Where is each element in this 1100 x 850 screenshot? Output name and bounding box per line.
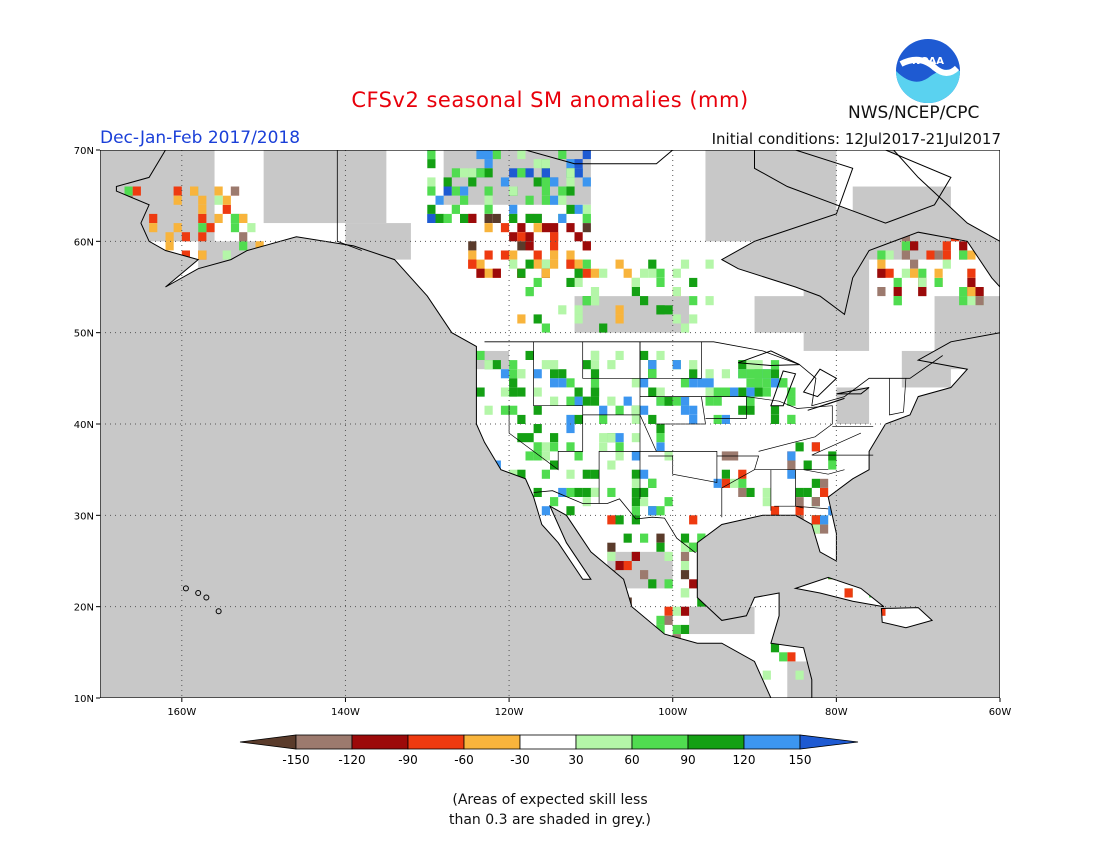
colorbar-tick-label: 90 — [680, 753, 695, 767]
colorbar-tick-label: -60 — [454, 753, 474, 767]
lat-tick-label: 60N — [74, 237, 94, 248]
lon-tick-label: 60W — [989, 707, 1012, 718]
colorbar-arrow-low — [239, 734, 297, 750]
lat-tick-label: 20N — [74, 603, 94, 614]
colorbar-tick-label: 30 — [568, 753, 583, 767]
map-plot-area — [100, 150, 1000, 698]
skill-note: (Areas of expected skill less than 0.3 a… — [448, 792, 651, 828]
colorbar-segment — [463, 734, 521, 750]
colorbar: -150 -120 -90 -60 -30 30 60 90 120 150 — [239, 734, 859, 767]
coastlines — [115, 150, 1000, 698]
colorbar-tick-label: 120 — [733, 753, 756, 767]
colorbar-segment — [743, 734, 801, 750]
map-axes: 70N 60N 50N 40N 30N 20N 10N 160W 140W 120W 100W 80W… — [74, 146, 1012, 718]
graticule — [100, 150, 1000, 698]
colorbar-tick-label: -30 — [510, 753, 530, 767]
lon-tick-label: 140W — [331, 707, 360, 718]
colorbar-tick-label: -90 — [398, 753, 418, 767]
colorbar-tick-label: -150 — [282, 753, 309, 767]
colorbar-segment — [295, 734, 353, 750]
lon-tick-label: 160W — [167, 707, 196, 718]
colorbar-segment — [631, 734, 689, 750]
map-title: CFSv2 seasonal SM anomalies (mm) — [351, 88, 749, 112]
colorbar-segment — [351, 734, 409, 750]
colorbar-tick-label: -120 — [338, 753, 365, 767]
svg-text:NOAA: NOAA — [912, 56, 944, 67]
initial-conditions-label: Initial conditions: 12Jul2017-21Jul2017 — [711, 130, 1001, 148]
colorbar-segment — [687, 734, 745, 750]
noaa-logo: NOAA — [896, 39, 960, 103]
lat-tick-label: 10N — [74, 694, 94, 705]
lon-tick-label: 120W — [495, 707, 524, 718]
lat-tick-label: 70N — [74, 146, 94, 157]
colorbar-segment — [575, 734, 633, 750]
season-label: Dec-Jan-Feb 2017/2018 — [100, 128, 301, 148]
lon-tick-label: 100W — [658, 707, 687, 718]
colorbar-segment — [519, 734, 577, 750]
colorbar-tick-label: 150 — [789, 753, 812, 767]
colorbar-segment — [407, 734, 465, 750]
lat-tick-label: 50N — [74, 329, 94, 340]
lat-tick-label: 30N — [74, 511, 94, 522]
colorbar-arrow-high — [799, 734, 859, 750]
lat-tick-label: 40N — [74, 420, 94, 431]
lon-tick-label: 80W — [825, 707, 848, 718]
agency-label: NWS/NCEP/CPC — [848, 103, 980, 123]
colorbar-tick-label: 60 — [624, 753, 639, 767]
